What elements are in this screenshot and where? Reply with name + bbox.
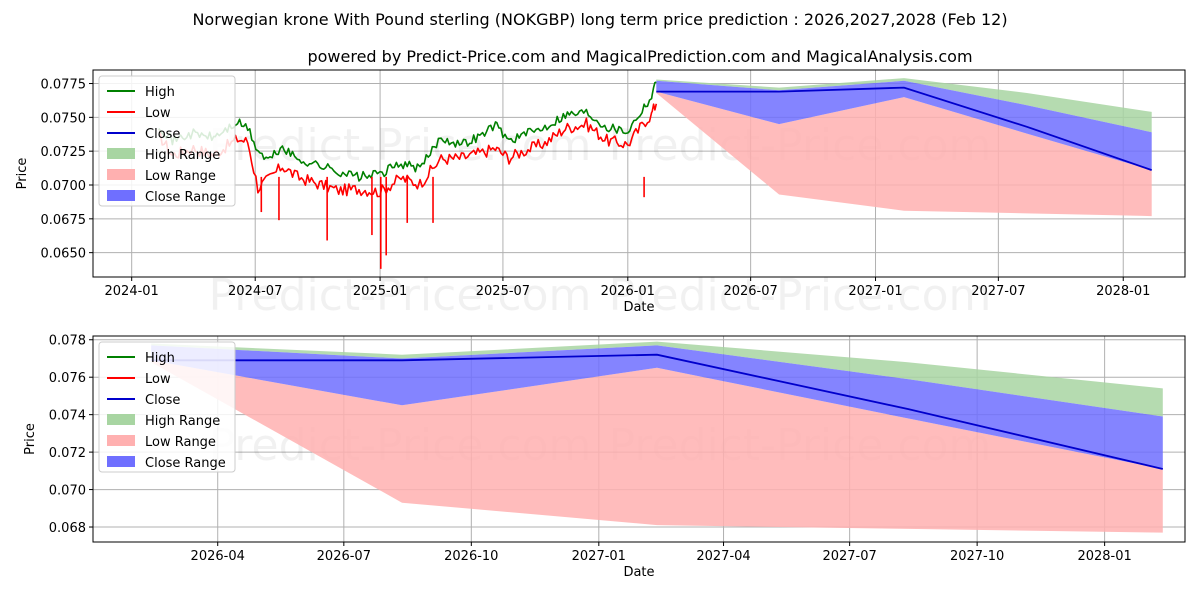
y-tick-label: 0.070: [49, 484, 86, 499]
x-tick-label: 2026-07: [723, 284, 777, 299]
low-range-band: [151, 360, 1163, 533]
x-tick-label: 2026-01: [601, 284, 655, 299]
legend-swatch-close-range: [107, 456, 135, 467]
chart-title: Norwegian krone With Pound sterling (NOK…: [192, 10, 1007, 29]
x-tick-label: 2026-07: [317, 549, 371, 564]
legend-label-low: Low: [145, 372, 171, 387]
legend-swatch-low-range: [107, 169, 135, 180]
x-tick-label: 2028-01: [1077, 549, 1131, 564]
legend-label-close-range: Close Range: [145, 190, 226, 205]
legend: High Low Close High Range Low Range Close Ran…: [98, 75, 236, 207]
y-tick-label: 0.0700: [41, 179, 87, 194]
x-tick-label: 2025-07: [476, 284, 530, 299]
x-tick-label: 2026-04: [191, 549, 245, 564]
x-tick-label: 2024-01: [105, 284, 159, 299]
y-tick-label: 0.0750: [41, 111, 87, 126]
watermark-text: Predict-Price.com: [609, 270, 992, 321]
y-tick-label: 0.0725: [41, 145, 87, 160]
legend-label-close-range: Close Range: [145, 456, 226, 471]
y-axis-label: Price: [23, 423, 38, 455]
legend-label-high-range: High Range: [145, 148, 220, 163]
x-tick-label: 2024-07: [228, 284, 282, 299]
legend-label-low: Low: [145, 106, 171, 121]
x-tick-label: 2027-07: [822, 549, 876, 564]
x-axis-label: Date: [623, 565, 654, 580]
low-range-band: [656, 91, 1152, 217]
x-tick-label: 2027-01: [572, 549, 626, 564]
x-tick-label: 2027-07: [971, 284, 1025, 299]
watermark-text: Predict-Price.com: [209, 120, 592, 171]
y-axis-label: Price: [15, 158, 30, 190]
plot-frame: [92, 335, 1186, 543]
legend-label-high: High: [145, 351, 175, 366]
legend-label-close: Close: [145, 393, 180, 408]
plot-area: [158, 78, 1152, 269]
legend-label-high: High: [145, 85, 175, 100]
legend-swatch-close-range: [107, 190, 135, 201]
x-tick-label: 2027-04: [696, 549, 750, 564]
high-range-band: [656, 78, 1152, 133]
high-price-line: [158, 81, 657, 182]
y-tick-label: 0.068: [49, 521, 86, 536]
close-forecast-line: [151, 353, 1164, 470]
x-tick-label: 2026-10: [444, 549, 498, 564]
close-range-band: [151, 345, 1163, 469]
y-tick-label: 0.0650: [41, 247, 87, 262]
legend-swatch-high-range: [107, 414, 135, 425]
y-tick-label: 0.0775: [41, 78, 87, 93]
legend-label-high-range: High Range: [145, 414, 220, 429]
x-tick-label: 2028-01: [1096, 284, 1150, 299]
y-tick-label: 0.072: [49, 446, 86, 461]
y-tick-label: 0.076: [49, 371, 86, 386]
x-tick-label: 2027-10: [950, 549, 1004, 564]
legend-swatch-low-range: [107, 435, 135, 446]
close-range-band: [656, 80, 1152, 171]
plot-area: [151, 341, 1164, 533]
legend-label-low-range: Low Range: [145, 169, 216, 184]
panel-forecast-detail: Predict-Price.comPredict-Price.com2026-0…: [23, 334, 1186, 580]
legend-swatch-high-range: [107, 148, 135, 159]
watermark-text: Predict-Price.com: [209, 270, 592, 321]
close-forecast-line: [656, 86, 1152, 171]
y-tick-label: 0.0675: [41, 213, 87, 228]
high-range-band: [151, 341, 1163, 417]
legend-label-close: Close: [145, 127, 180, 142]
legend-label-low-range: Low Range: [145, 435, 216, 450]
x-tick-label: 2027-01: [848, 284, 902, 299]
x-axis-label: Date: [623, 300, 654, 315]
low-price-line: [158, 103, 658, 198]
x-tick-label: 2025-01: [353, 284, 407, 299]
plot-frame: [92, 69, 1186, 278]
y-tick-label: 0.078: [49, 334, 86, 349]
panel-historical-and-forecast: Predict-Price.com Predict-Price.com Predic…: [15, 69, 1186, 321]
y-tick-label: 0.074: [49, 409, 86, 424]
legend: High Low Close High Range Low Range Close Ran…: [98, 341, 236, 473]
chart-subtitle: powered by Predict-Price.com and Magical…: [307, 47, 972, 66]
